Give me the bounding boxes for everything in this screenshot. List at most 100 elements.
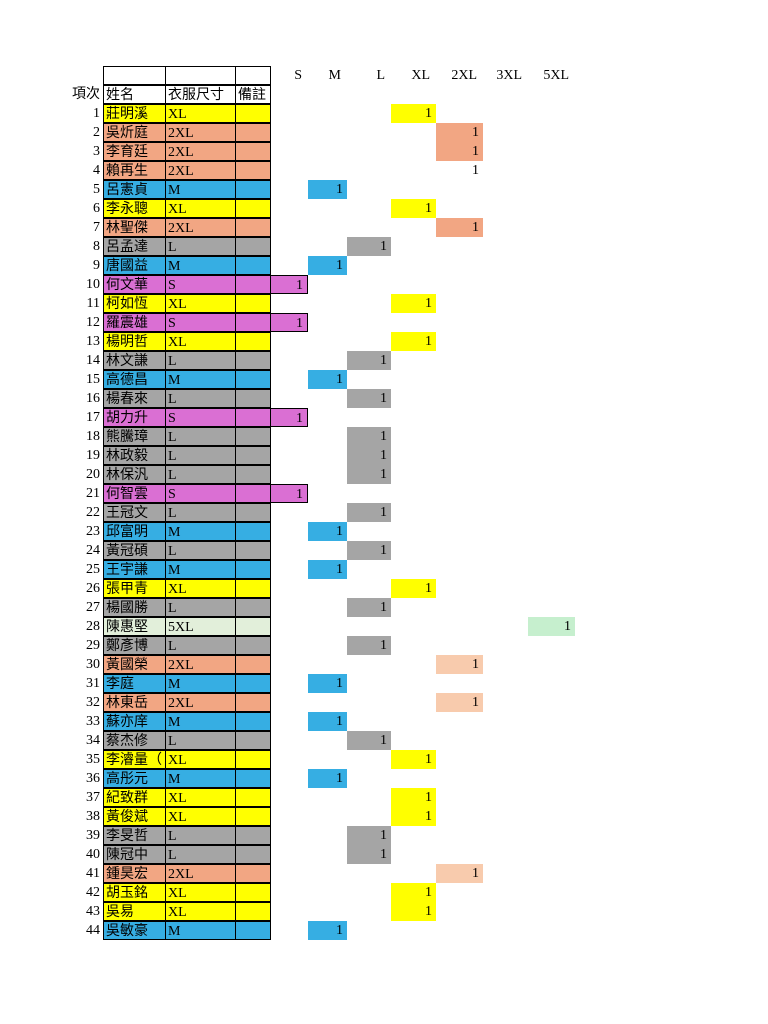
note-cell [235,180,271,199]
note-cell [235,408,271,427]
empty-cell [165,66,236,85]
name-cell: 吳敏豪 [103,921,166,940]
size-cell: L [165,351,236,370]
count-cell: 1 [308,769,347,788]
size-header: M [328,68,341,83]
size-cell: XL [165,294,236,313]
size-cell: L [165,731,236,750]
name-cell: 鄭彥博 [103,636,166,655]
row-index: 43 [86,904,100,919]
name-cell: 李育廷 [103,142,166,161]
note-cell [235,465,271,484]
empty-cell [235,66,271,85]
count-cell: 1 [436,655,483,674]
count-cell: 1 [347,731,391,750]
note-cell [235,199,271,218]
size-cell: L [165,826,236,845]
size-cell: XL [165,902,236,921]
size-cell: XL [165,807,236,826]
size-cell: L [165,636,236,655]
count-cell: 1 [472,163,479,178]
index-header: 項次 [72,87,100,102]
note-cell [235,332,271,351]
row-index: 27 [86,600,100,615]
count-cell: 1 [347,826,391,845]
size-header: 2XL [451,68,477,83]
row-index: 42 [86,885,100,900]
note-cell [235,788,271,807]
name-cell: 林聖傑 [103,218,166,237]
row-index: 20 [86,467,100,482]
note-cell [235,921,271,940]
count-cell: 1 [308,560,347,579]
size-cell: 5XL [165,617,236,636]
name-cell: 呂孟達 [103,237,166,256]
note-cell [235,161,271,180]
size-cell: 2XL [165,123,236,142]
name-cell: 陳冠中 [103,845,166,864]
row-index: 41 [86,866,100,881]
size-cell: S [165,484,236,503]
row-index: 44 [86,923,100,938]
note-cell [235,446,271,465]
note-cell [235,731,271,750]
name-cell: 柯如恆 [103,294,166,313]
name-cell: 唐國益 [103,256,166,275]
size-cell: 2XL [165,161,236,180]
count-cell: 1 [436,218,483,237]
row-index: 21 [86,486,100,501]
note-cell [235,598,271,617]
count-cell: 1 [308,921,347,940]
name-cell: 李濬量（ [103,750,166,769]
row-index: 10 [86,277,100,292]
name-cell: 胡玉銘 [103,883,166,902]
row-index: 1 [93,106,100,121]
row-index: 12 [86,315,100,330]
note-cell [235,769,271,788]
note-cell [235,655,271,674]
note-cell [235,674,271,693]
name-cell: 高彤元 [103,769,166,788]
row-index: 32 [86,695,100,710]
count-cell: 1 [528,617,575,636]
column-header: 姓名 [103,85,166,104]
name-cell: 李庭 [103,674,166,693]
size-cell: S [165,313,236,332]
row-index: 16 [86,391,100,406]
count-cell: 1 [391,807,436,826]
row-index: 9 [93,258,100,273]
size-cell: M [165,522,236,541]
name-cell: 邱富明 [103,522,166,541]
size-cell: L [165,845,236,864]
count-cell: 1 [436,693,483,712]
count-cell: 1 [347,541,391,560]
name-cell: 林保汎 [103,465,166,484]
count-cell: 1 [436,864,483,883]
row-index: 7 [93,220,100,235]
note-cell [235,883,271,902]
row-index: 33 [86,714,100,729]
row-index: 30 [86,657,100,672]
size-cell: 2XL [165,693,236,712]
count-cell: 1 [270,275,308,294]
name-cell: 莊明溪 [103,104,166,123]
note-cell [235,902,271,921]
note-cell [235,560,271,579]
count-cell: 1 [347,351,391,370]
note-cell [235,351,271,370]
row-index: 8 [93,239,100,254]
row-index: 24 [86,543,100,558]
size-cell: M [165,921,236,940]
count-cell: 1 [436,142,483,161]
size-cell: L [165,503,236,522]
row-index: 29 [86,638,100,653]
row-index: 39 [86,828,100,843]
count-cell: 1 [391,104,436,123]
count-cell: 1 [308,256,347,275]
count-cell: 1 [391,332,436,351]
name-cell: 羅震雄 [103,313,166,332]
note-cell [235,826,271,845]
name-cell: 楊明哲 [103,332,166,351]
note-cell [235,294,271,313]
size-cell: XL [165,883,236,902]
